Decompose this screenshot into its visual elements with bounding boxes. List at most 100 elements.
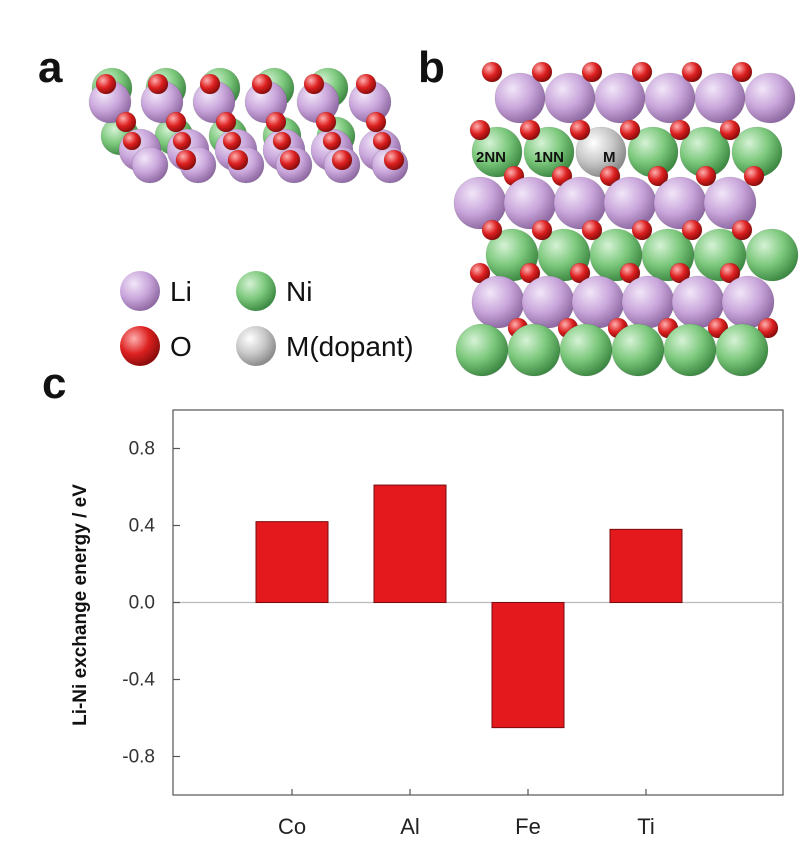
li-atom (453, 176, 507, 230)
o-atom (569, 119, 591, 141)
x-tick-label-fe: Fe (515, 814, 541, 839)
o-atom (681, 61, 703, 83)
atom-legend: Li Ni O M(dopant) (120, 271, 414, 366)
bar-chart: 0.8 0.4 0.0 -0.4 -0.8 Co Al Fe Ti Li-Ni exchang… (70, 409, 784, 839)
bar-fe (491, 602, 565, 729)
legend-li-swatch (120, 271, 160, 311)
x-tick-label-ti: Ti (637, 814, 655, 839)
o-atom (322, 131, 342, 151)
o-atom (272, 131, 292, 151)
site-label-2nn: 2NN (476, 149, 506, 166)
site-label-m: M (603, 149, 616, 166)
o-atom (669, 119, 691, 141)
panel-a-letter: a (38, 43, 63, 92)
y-tick-label: 0.4 (129, 516, 156, 537)
o-atom (199, 73, 221, 95)
o-atom (581, 61, 603, 83)
ni-atom (715, 323, 769, 377)
o-atom (719, 262, 741, 284)
o-atom (172, 131, 192, 151)
x-tick-label-co: Co (278, 814, 306, 839)
o-atom (175, 149, 197, 171)
o-atom (519, 262, 541, 284)
o-atom (631, 219, 653, 241)
o-atom (681, 219, 703, 241)
legend-dopant-label: M(dopant) (286, 331, 414, 362)
bars (255, 484, 683, 729)
o-atom (315, 111, 337, 133)
legend-ni-swatch (236, 271, 276, 311)
o-atom (581, 219, 603, 241)
o-atom (95, 73, 117, 95)
ni-atom (507, 323, 561, 377)
bar-al (373, 484, 447, 604)
site-label-1nn: 1NN (534, 149, 564, 166)
o-atom (569, 262, 591, 284)
ni-atom (559, 323, 613, 377)
legend-o-swatch (120, 326, 160, 366)
panel-b-letter: b (418, 43, 445, 92)
o-atom (599, 165, 621, 187)
o-atom (165, 111, 187, 133)
panel-c-letter: c (42, 359, 66, 408)
o-atom (743, 165, 765, 187)
o-atom (531, 61, 553, 83)
o-atom (222, 131, 242, 151)
o-atom (519, 119, 541, 141)
y-tick-label: 0.8 (129, 439, 155, 460)
legend-dopant-swatch (236, 326, 276, 366)
ni-atom (523, 126, 575, 178)
o-atom (619, 119, 641, 141)
o-atom (355, 73, 377, 95)
o-atom (122, 131, 142, 151)
o-atom (631, 61, 653, 83)
o-atom (279, 149, 301, 171)
bar-co (255, 521, 329, 604)
legend-li-label: Li (170, 276, 192, 307)
y-axis-ticks: 0.8 0.4 0.0 -0.4 -0.8 (122, 439, 180, 768)
li-atom (703, 176, 757, 230)
o-atom (365, 111, 387, 133)
o-atom (481, 219, 503, 241)
ni-atom (455, 323, 509, 377)
o-atom (251, 73, 273, 95)
li-atom (553, 176, 607, 230)
o-atom (647, 165, 669, 187)
legend-o-label: O (170, 331, 192, 362)
li-atom (503, 176, 557, 230)
o-atom (481, 61, 503, 83)
y-tick-label: -0.4 (122, 670, 155, 691)
li-atom (131, 146, 169, 184)
ni-atom (745, 228, 799, 282)
o-atom (469, 119, 491, 141)
ni-atom (663, 323, 717, 377)
legend-ni-label: Ni (286, 276, 312, 307)
o-atom (619, 262, 641, 284)
o-atom (731, 219, 753, 241)
o-atom (372, 131, 392, 151)
o-atom (215, 111, 237, 133)
crystal-structure-b (453, 61, 799, 377)
o-atom (757, 317, 779, 339)
y-axis-title: Li-Ni exchange energy / eV (70, 484, 91, 726)
o-atom (383, 149, 405, 171)
o-atom (731, 61, 753, 83)
o-atom (719, 119, 741, 141)
x-axis-labels: Co Al Fe Ti (278, 789, 655, 839)
o-atom (303, 73, 325, 95)
o-atom (469, 262, 491, 284)
ni-atom (471, 126, 523, 178)
site-labels: 2NN 1NN M (476, 149, 616, 166)
crystal-structure-a (88, 67, 409, 184)
o-atom (669, 262, 691, 284)
li-atom (653, 176, 707, 230)
ni-atom (611, 323, 665, 377)
o-atom (147, 73, 169, 95)
y-tick-label: -0.8 (122, 747, 155, 768)
y-tick-label: 0.0 (129, 593, 155, 614)
o-atom (265, 111, 287, 133)
x-tick-label-al: Al (400, 814, 420, 839)
li-atom (744, 72, 796, 124)
o-atom (115, 111, 137, 133)
